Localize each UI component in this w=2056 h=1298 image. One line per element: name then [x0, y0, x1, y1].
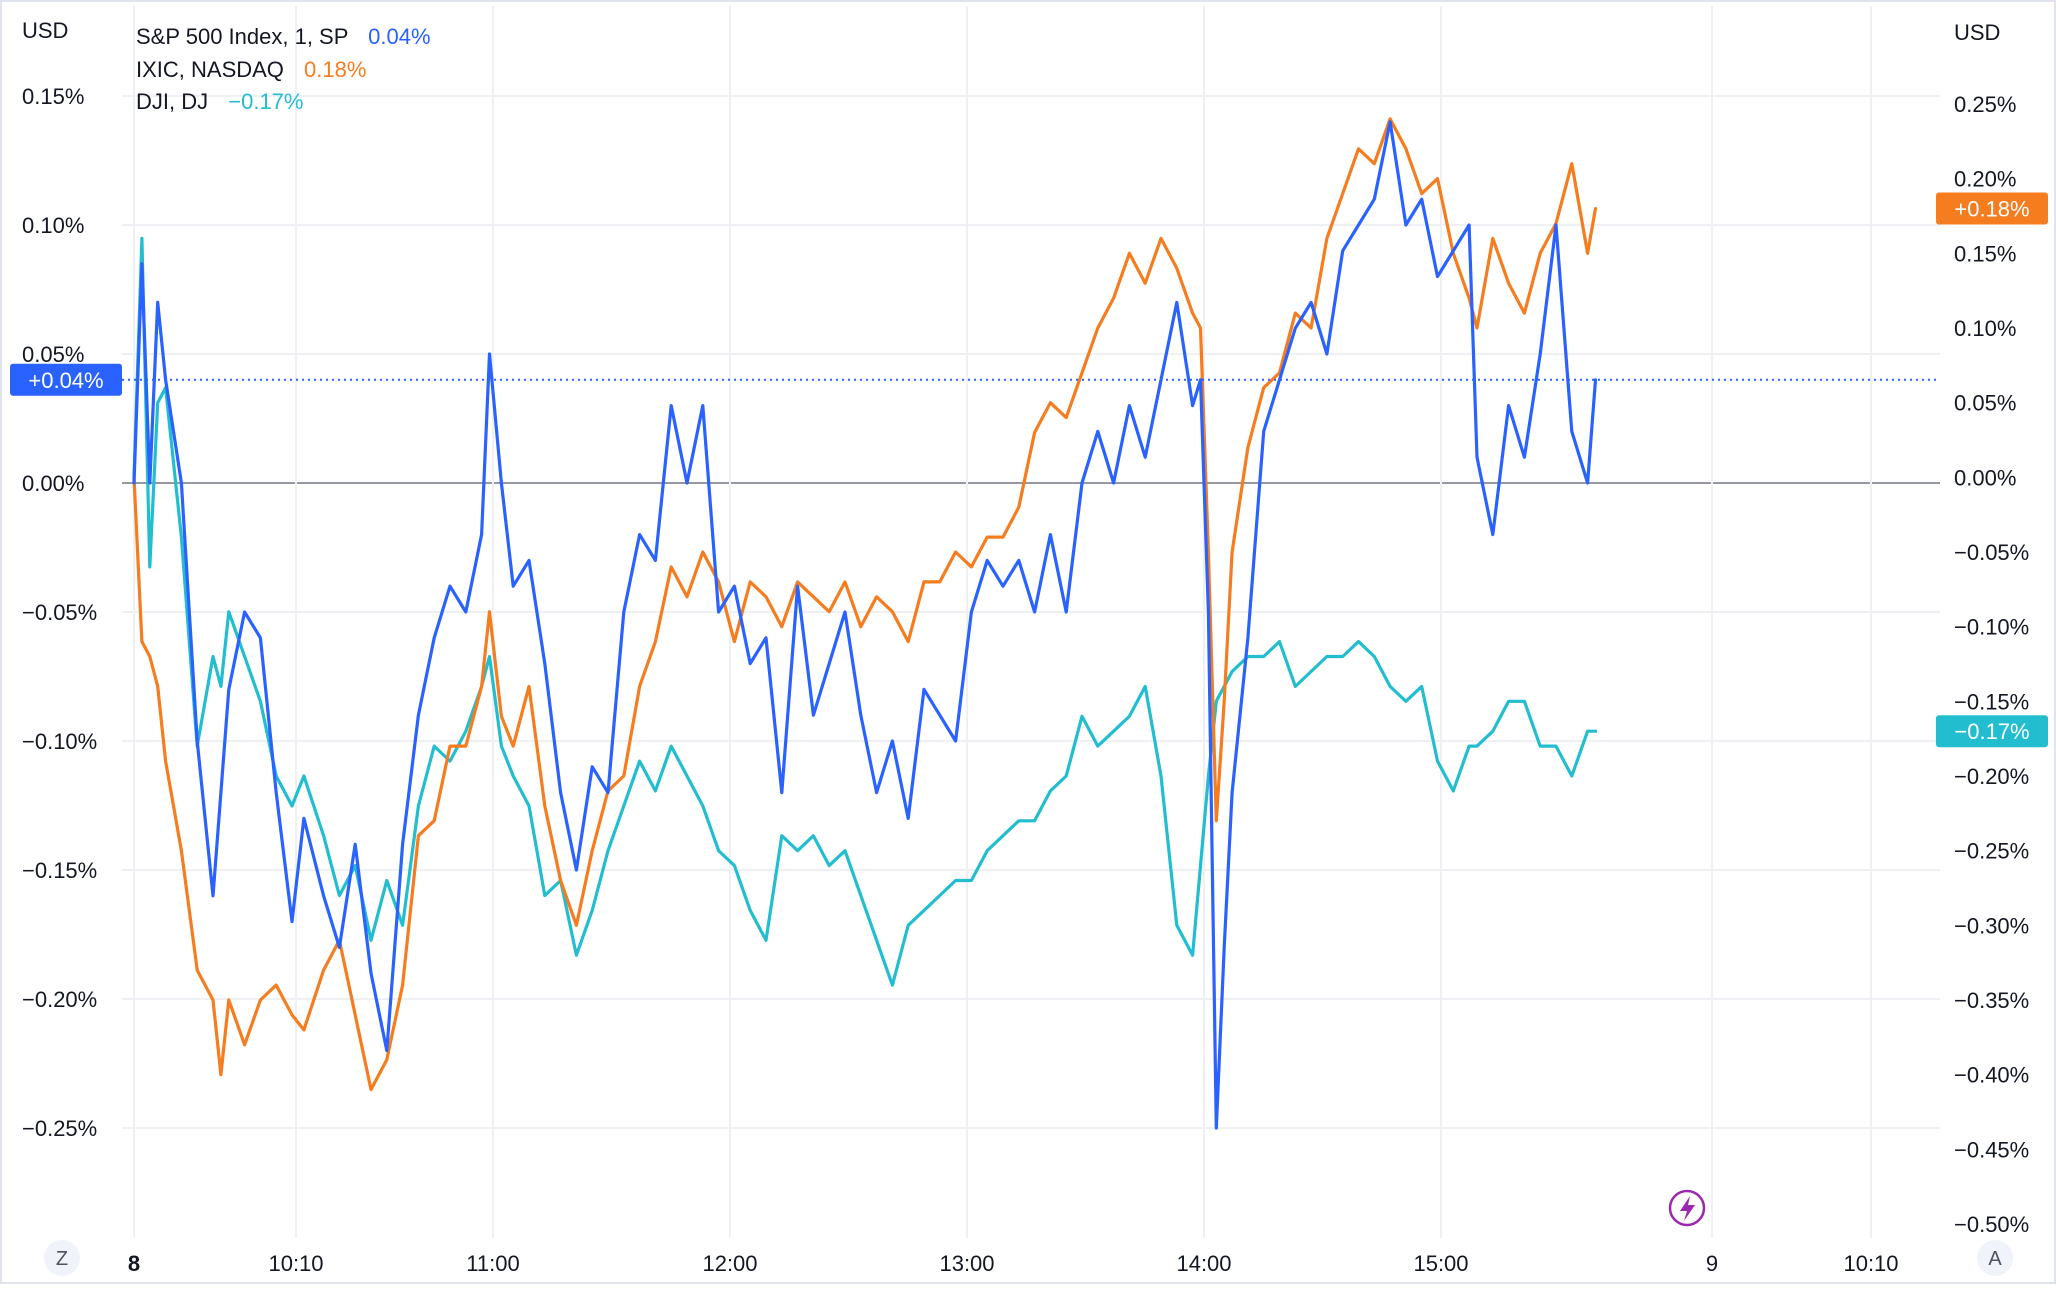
right-tick-label: −0.35%	[1954, 988, 2029, 1013]
left-tick-label: −0.05%	[22, 600, 97, 625]
right-tick-label: 0.15%	[1954, 241, 2016, 266]
timezone-button-bg[interactable]	[44, 1240, 80, 1276]
grid-layer	[122, 6, 1940, 1238]
left-tick-label: −0.20%	[22, 987, 97, 1012]
left-tick-label: −0.25%	[22, 1116, 97, 1141]
left-tick-label: −0.15%	[22, 858, 97, 883]
x-tick-label: 10:10	[1843, 1251, 1898, 1276]
right-tick-label: 0.25%	[1954, 92, 2016, 117]
timezone-button[interactable]: Z	[44, 1240, 80, 1276]
lightning-icon-bolt	[1680, 1196, 1695, 1221]
left-tick-label: 0.10%	[22, 213, 84, 238]
x-tick-label: 13:00	[939, 1251, 994, 1276]
legend-sp500[interactable]: S&P 500 Index, 1, SP 0.04%	[136, 24, 431, 49]
right-tick-label: −0.50%	[1954, 1212, 2029, 1237]
legend-dji-name: DJI, DJ	[136, 89, 208, 114]
right-tick-label: −0.45%	[1954, 1137, 2029, 1162]
right-tick-label: −0.25%	[1954, 839, 2029, 864]
dji-value-tag-bg	[1936, 715, 2048, 748]
left-tick-label: 0.00%	[22, 471, 84, 496]
legend-dji[interactable]: DJI, DJ −0.17%	[136, 89, 303, 114]
legend-dji-value: −0.17%	[228, 89, 303, 114]
x-tick-label: 12:00	[702, 1251, 757, 1276]
left-tick-label: 0.05%	[22, 342, 84, 367]
legend-sp500-value: 0.04%	[368, 24, 430, 49]
x-tick-label: 8	[128, 1251, 140, 1276]
legend-nasdaq-name: IXIC, NASDAQ	[136, 57, 284, 82]
series-layer	[122, 117, 1936, 1130]
right-axis-unit: USD	[1954, 20, 2000, 45]
right-tick-label: −0.20%	[1954, 764, 2029, 789]
right-tick-label: −0.40%	[1954, 1063, 2029, 1088]
axis-layer: 0.15% 0.10% 0.05% 0.00% −0.05% −0.10% −0.15% −0…	[22, 84, 2029, 1276]
x-tick-label: 14:00	[1176, 1251, 1231, 1276]
timezone-button-label: Z	[56, 1248, 68, 1270]
nasdaq-value-tag: +0.18%	[1936, 192, 2048, 225]
right-tick-label: −0.10%	[1954, 615, 2029, 640]
right-tick-label: 0.10%	[1954, 316, 2016, 341]
legend-nasdaq[interactable]: IXIC, NASDAQ 0.18%	[136, 57, 366, 82]
x-tick-label: 9	[1706, 1251, 1718, 1276]
legend-nasdaq-value: 0.18%	[304, 57, 366, 82]
right-tick-label: −0.30%	[1954, 913, 2029, 938]
right-tick-label: 0.20%	[1954, 167, 2016, 192]
left-axis-unit: USD	[22, 18, 68, 43]
auto-scale-button-bg[interactable]	[1977, 1240, 2013, 1276]
x-tick-label: 10:10	[268, 1251, 323, 1276]
right-tick-label: −0.05%	[1954, 540, 2029, 565]
series-line-sp500	[132, 120, 1598, 1130]
right-tick-label: −0.15%	[1954, 689, 2029, 714]
lightning-icon[interactable]	[1668, 1189, 1706, 1227]
legend-sp500-name: S&P 500 Index, 1, SP	[136, 24, 348, 49]
sp500-value-tag-text: +0.04%	[28, 368, 103, 393]
nasdaq-value-tag-text: +0.18%	[1954, 197, 2029, 222]
right-tick-label: 0.05%	[1954, 391, 2016, 416]
left-tick-label: −0.10%	[22, 729, 97, 754]
auto-scale-button-label: A	[1988, 1248, 2002, 1270]
dji-value-tag: −0.17%	[1936, 715, 2048, 748]
x-tick-label: 11:00	[466, 1251, 519, 1276]
nasdaq-value-tag-bg	[1936, 192, 2048, 225]
left-tick-label: 0.15%	[22, 84, 84, 109]
legend: S&P 500 Index, 1, SP 0.04% IXIC, NASDAQ …	[136, 24, 431, 114]
tag-layer: +0.04% +0.18% −0.17%	[10, 192, 2048, 748]
dji-value-tag-text: −0.17%	[1954, 719, 2029, 744]
series-line-nasdaq	[132, 117, 1598, 1092]
x-tick-label: 15:00	[1413, 1251, 1468, 1276]
sp500-value-tag-bg	[10, 363, 122, 396]
right-tick-label: 0.00%	[1954, 465, 2016, 490]
sp500-value-tag: +0.04%	[10, 363, 122, 396]
auto-scale-button[interactable]: A	[1977, 1240, 2013, 1276]
